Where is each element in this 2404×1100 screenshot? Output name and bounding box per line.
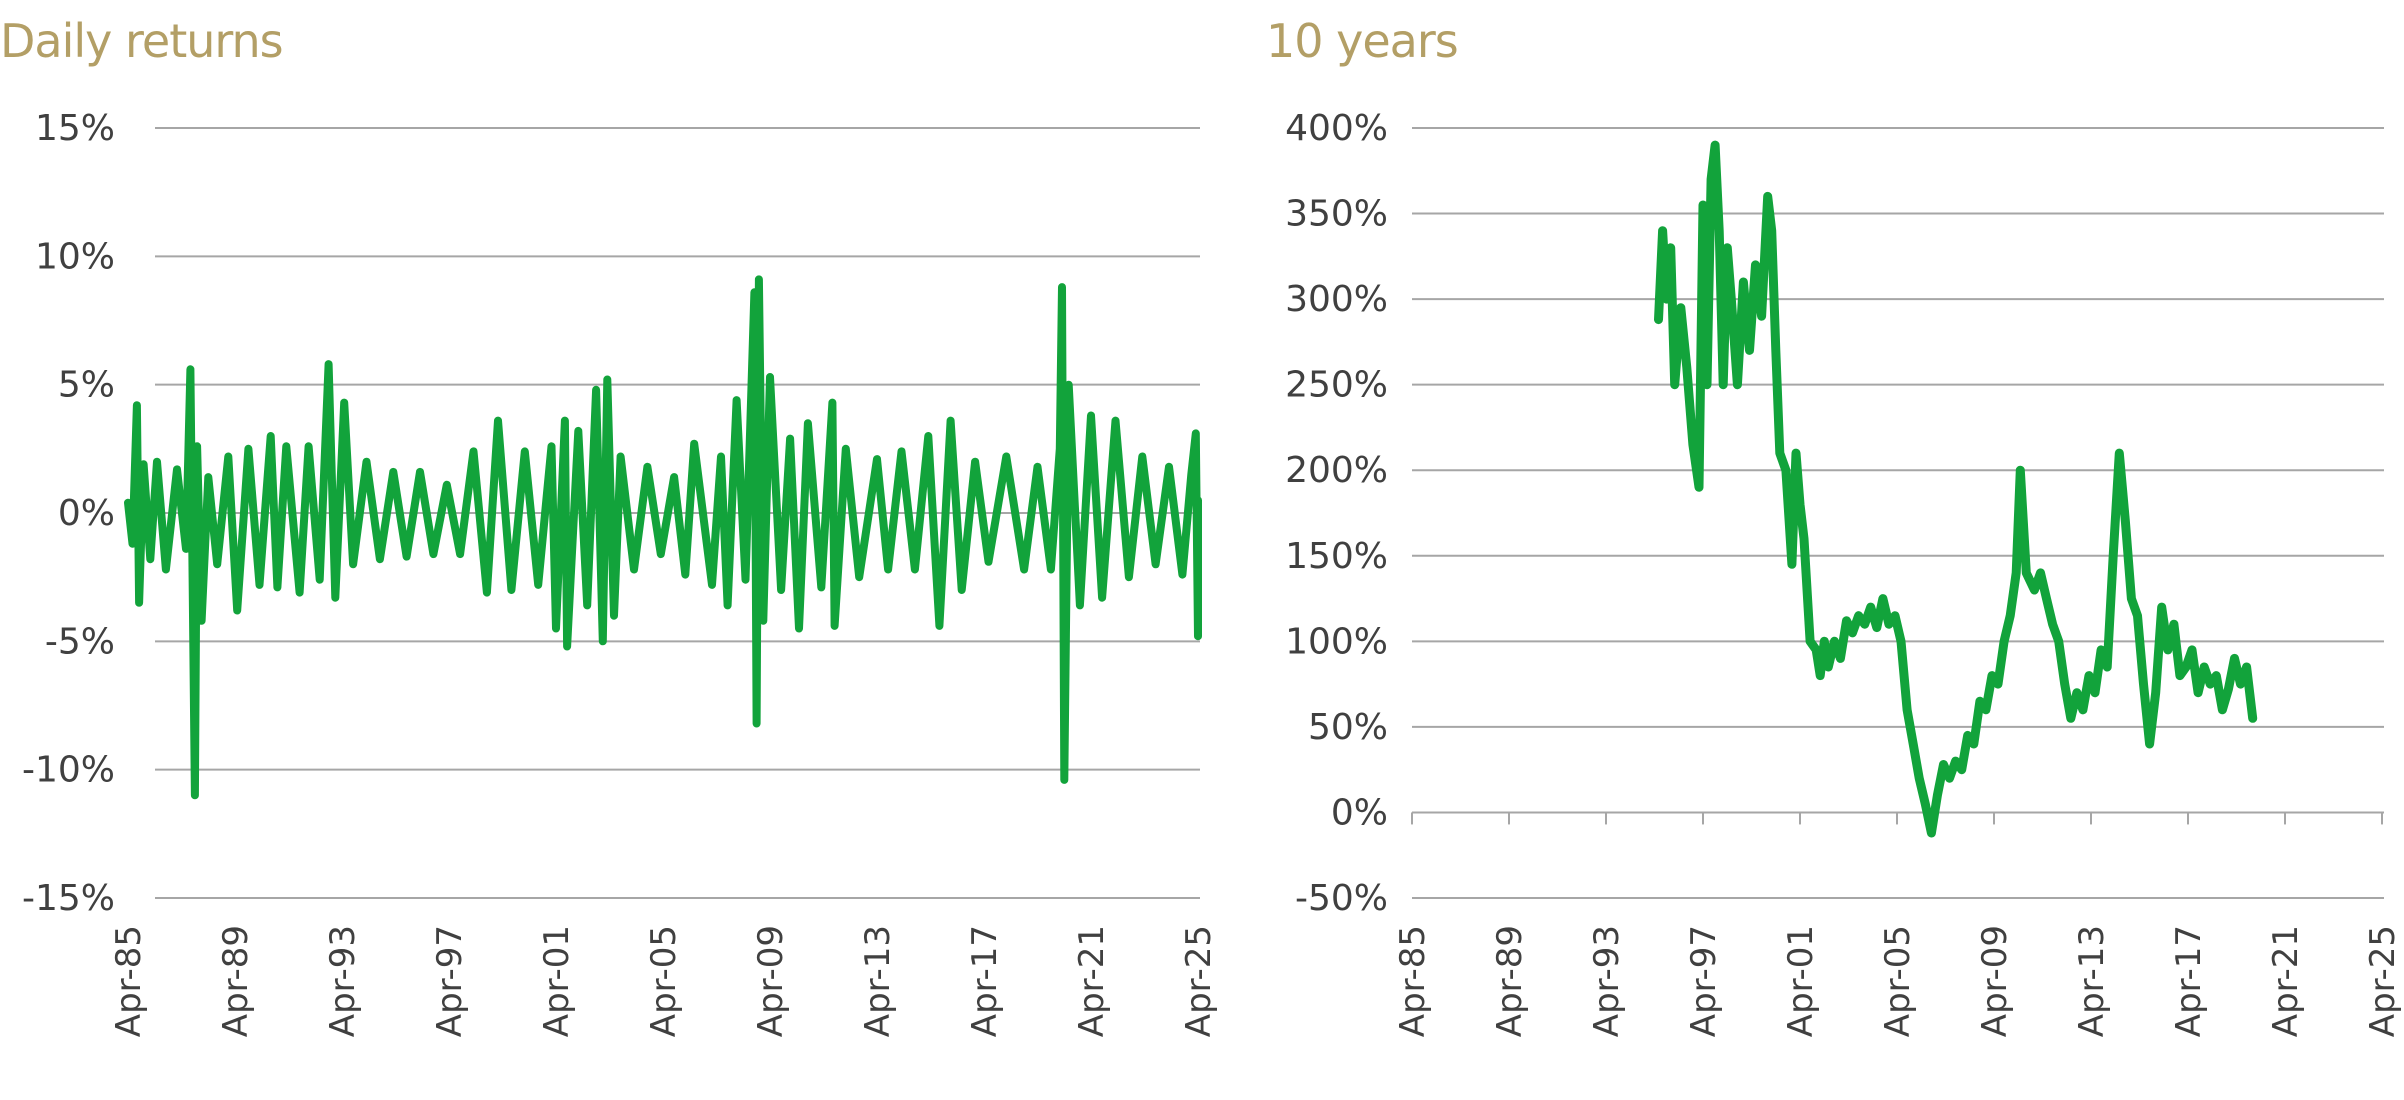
x-tick-label: Apr-09: [751, 925, 791, 1037]
y-tick-label: 150%: [1285, 536, 1388, 577]
y-tick-label: -50%: [1295, 878, 1388, 919]
x-tick-label: Apr-85: [109, 925, 149, 1037]
y-tick-label: 350%: [1285, 194, 1388, 235]
x-tick-label: Apr-93: [323, 925, 363, 1037]
chart-panel-daily-returns: Daily returns 15% 10% 5% 0% -5% -10% -15% Apr-8…: [0, 14, 1219, 1037]
y-tick-label: 250%: [1285, 365, 1388, 406]
x-tick-label: Apr-97: [430, 925, 470, 1037]
y-tick-label: 200%: [1285, 450, 1388, 491]
x-tick-label: Apr-97: [1684, 925, 1724, 1037]
x-tick-label: Apr-93: [1587, 925, 1627, 1037]
x-tick-label: Apr-05: [644, 925, 684, 1037]
x-tick-label: Apr-85: [1393, 925, 1433, 1037]
x-tick-label: Apr-13: [858, 925, 898, 1037]
y-tick-label: -15%: [22, 878, 115, 919]
chart-10-years: 400%350%300%250%200%150%100%50%0%-50%Apr…: [1285, 108, 2403, 1037]
y-tick-label: 10%: [35, 236, 115, 277]
x-tick-label: Apr-89: [216, 925, 256, 1037]
x-tick-label: Apr-21: [2266, 925, 2306, 1037]
series-line: [124, 275, 1202, 800]
chart-title: 10 years: [1266, 14, 1459, 68]
series-line: [1654, 140, 2258, 838]
x-tick-label: Apr-25: [2363, 925, 2403, 1037]
x-tick-label: Apr-01: [1781, 925, 1821, 1037]
y-tick-label: -5%: [45, 621, 115, 662]
y-tick-label: -10%: [22, 750, 115, 791]
x-tick-label: Apr-05: [1878, 925, 1918, 1037]
x-tick-label: Apr-17: [965, 925, 1005, 1037]
y-tick-label: 5%: [58, 365, 115, 406]
y-tick-label: 100%: [1285, 621, 1388, 662]
chart-panel-10-years: 10 years 400% 350% 300% 250% 200% 150% 100% 50%…: [1230, 0, 2404, 1100]
x-tick-label: Apr-17: [2169, 925, 2209, 1037]
y-tick-label: 0%: [58, 493, 115, 534]
y-tick-label: 400%: [1285, 108, 1388, 149]
chart-daily-returns: 15% 10% 5% 0% -5% -10% -15% Apr-85 Apr-89 Apr-93 A…: [22, 108, 1219, 1037]
x-tick-label: Apr-01: [537, 925, 577, 1037]
chart-title: Daily returns: [0, 14, 284, 68]
y-tick-label: 15%: [35, 108, 115, 149]
y-tick-label: 300%: [1285, 279, 1388, 320]
y-tick-label: 0%: [1331, 792, 1388, 833]
x-tick-label: Apr-21: [1072, 925, 1112, 1037]
y-tick-label: 50%: [1308, 707, 1388, 748]
x-tick-label: Apr-13: [2072, 925, 2112, 1037]
x-tick-label: Apr-09: [1975, 925, 2015, 1037]
x-tick-label: Apr-25: [1179, 925, 1219, 1037]
x-tick-label: Apr-89: [1490, 925, 1530, 1037]
